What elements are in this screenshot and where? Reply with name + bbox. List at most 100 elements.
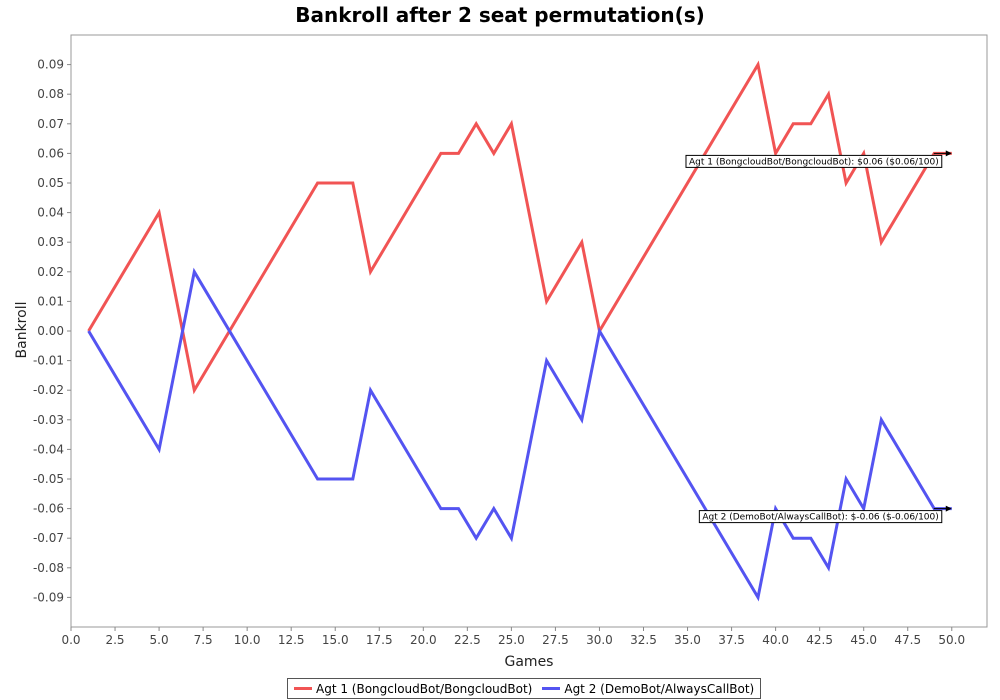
data-point-agt2 xyxy=(193,270,196,273)
legend-item-agt1: Agt 1 (BongcloudBot/BongcloudBot) xyxy=(294,682,532,696)
y-tick-label: 0.02 xyxy=(37,265,64,279)
data-point-agt1 xyxy=(457,152,460,155)
data-point-agt1 xyxy=(545,300,548,303)
data-point-agt2 xyxy=(598,330,601,333)
x-tick-label: 12.5 xyxy=(278,633,305,647)
data-point-agt2 xyxy=(351,478,354,481)
data-point-agt1 xyxy=(862,152,865,155)
annotation-layer: Agt 1 (BongcloudBot/BongcloudBot): $0.06… xyxy=(685,150,952,524)
data-point-agt2 xyxy=(845,478,848,481)
data-point-agt1 xyxy=(792,122,795,125)
y-tick-label: 0.04 xyxy=(37,206,64,220)
y-tick-label: -0.06 xyxy=(33,502,64,516)
x-tick-label: 37.5 xyxy=(718,633,745,647)
data-point-agt2 xyxy=(457,507,460,510)
x-tick-label: 50.0 xyxy=(938,633,965,647)
x-tick-label: 47.5 xyxy=(894,633,921,647)
data-point-agt1 xyxy=(439,152,442,155)
y-tick-label: -0.07 xyxy=(33,531,64,545)
x-tick-label: 32.5 xyxy=(630,633,657,647)
data-point-agt2 xyxy=(880,418,883,421)
y-tick-label: 0.09 xyxy=(37,58,64,72)
x-tick-label: 15.0 xyxy=(322,633,349,647)
data-point-agt1 xyxy=(880,241,883,244)
legend-label-agt2: Agt 2 (DemoBot/AlwaysCallBot) xyxy=(564,681,755,696)
legend-item-agt2: Agt 2 (DemoBot/AlwaysCallBot) xyxy=(542,682,754,696)
y-tick-label: -0.05 xyxy=(33,472,64,486)
data-point-agt2 xyxy=(580,418,583,421)
x-tick-label: 27.5 xyxy=(542,633,569,647)
x-tick-label: 42.5 xyxy=(806,633,833,647)
annotation-box xyxy=(685,154,943,168)
y-tick-label: -0.08 xyxy=(33,561,64,575)
x-tick-label: 20.0 xyxy=(410,633,437,647)
data-point-agt2 xyxy=(792,537,795,540)
y-axis-label: Bankroll xyxy=(14,302,30,359)
series-end-annotation-agt1: Agt 1 (BongcloudBot/BongcloudBot): $0.06… xyxy=(689,157,939,167)
data-point-agt2 xyxy=(862,507,865,510)
legend-swatch-agt1 xyxy=(294,687,312,690)
x-tick-label: 0.0 xyxy=(61,633,80,647)
data-point-agt1 xyxy=(351,182,354,185)
data-point-agt2 xyxy=(369,389,372,392)
y-tick-label: -0.03 xyxy=(33,413,64,427)
data-point-agt1 xyxy=(316,182,319,185)
data-point-agt2 xyxy=(492,507,495,510)
y-tick-label: 0.07 xyxy=(37,117,64,131)
x-tick-label: 25.0 xyxy=(498,633,525,647)
legend-label-agt1: Agt 1 (BongcloudBot/BongcloudBot) xyxy=(316,681,533,696)
legend: Agt 1 (BongcloudBot/BongcloudBot) Agt 2 … xyxy=(287,678,762,699)
data-point-agt1 xyxy=(845,182,848,185)
y-tick-label: 0.00 xyxy=(37,324,64,338)
data-point-agt1 xyxy=(580,241,583,244)
y-tick-label: -0.02 xyxy=(33,383,64,397)
x-tick-label: 22.5 xyxy=(454,633,481,647)
data-point-agt1 xyxy=(510,122,513,125)
data-point-agt1 xyxy=(492,152,495,155)
series-layer xyxy=(87,60,952,602)
data-point-agt1 xyxy=(475,122,478,125)
y-tick-label: -0.04 xyxy=(33,442,64,456)
data-point-agt1 xyxy=(193,389,196,392)
y-tick-label: 0.03 xyxy=(37,235,64,249)
data-point-agt1 xyxy=(774,152,777,155)
x-tick-label: 5.0 xyxy=(150,633,169,647)
data-point-agt2 xyxy=(510,537,513,540)
x-tick-label: 17.5 xyxy=(366,633,393,647)
data-point-agt2 xyxy=(475,537,478,540)
data-point-agt2 xyxy=(757,596,760,599)
data-point-agt1 xyxy=(757,63,760,66)
y-tick-label: 0.05 xyxy=(37,176,64,190)
series-line-agt2 xyxy=(87,267,952,602)
annotation-box xyxy=(698,510,943,524)
x-tick-label: 10.0 xyxy=(234,633,261,647)
annotation-arrow-head xyxy=(945,150,952,157)
data-point-agt2 xyxy=(545,359,548,362)
data-point-agt2 xyxy=(827,566,830,569)
y-tick-label: 0.08 xyxy=(37,87,64,101)
y-tick-label: 0.01 xyxy=(37,294,64,308)
data-point-agt2 xyxy=(87,330,90,333)
x-axis-label: Games xyxy=(505,654,554,670)
data-point-agt2 xyxy=(158,448,161,451)
plot-area xyxy=(70,34,988,628)
data-point-agt1 xyxy=(158,211,161,214)
data-point-agt2 xyxy=(439,507,442,510)
series-end-annotation-agt2: Agt 2 (DemoBot/AlwaysCallBot): $-0.06 ($… xyxy=(702,513,938,523)
annotation-arrow-head xyxy=(945,505,952,512)
chart-title: Bankroll after 2 seat permutation(s) xyxy=(295,3,705,27)
data-point-agt2 xyxy=(809,537,812,540)
data-point-agt1 xyxy=(827,93,830,96)
x-tick-label: 35.0 xyxy=(674,633,701,647)
x-tick-label: 2.5 xyxy=(105,633,124,647)
axes: 0.0 2.5 5.0 7.5 10.0 12.5 15.0 17.5 20.0 22.5 25.0… xyxy=(33,34,988,647)
legend-swatch-agt2 xyxy=(542,687,561,690)
data-point-agt2 xyxy=(774,507,777,510)
data-point-agt1 xyxy=(369,270,372,273)
x-tick-label: 40.0 xyxy=(762,633,789,647)
series-line-agt1 xyxy=(87,60,952,395)
x-tick-label: 45.0 xyxy=(850,633,877,647)
y-tick-label: 0.06 xyxy=(37,146,64,160)
data-point-agt2 xyxy=(316,478,319,481)
y-tick-label: -0.01 xyxy=(33,354,64,368)
